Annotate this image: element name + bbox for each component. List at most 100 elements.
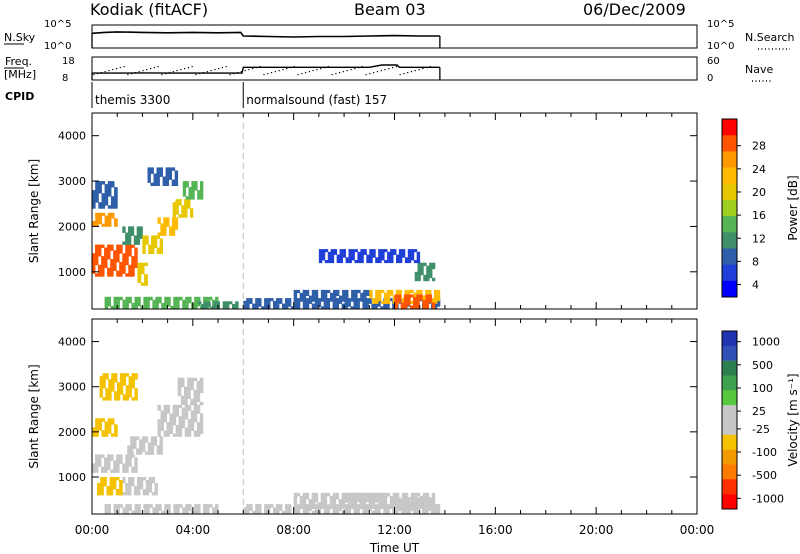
velocity-colorbar-label: Velocity [m s⁻¹]: [786, 373, 800, 466]
power-panel-cell: [153, 182, 157, 186]
power-panel-cell: [383, 306, 387, 309]
velocity-panel-cell: [155, 504, 159, 508]
power-panel-cell: [365, 306, 369, 309]
velocity-panel-cell: [164, 510, 168, 514]
velocity-panel-cell: [107, 457, 111, 461]
power-panel-cell: [293, 289, 298, 294]
velocity-panel-cell: [285, 504, 289, 508]
power-panel-cell: [143, 299, 147, 304]
power-panel-cell: [95, 250, 99, 254]
velocity-panel-cell: [299, 495, 304, 500]
velocity-panel-cell: [131, 376, 135, 380]
velocity-panel-cell: [359, 505, 364, 509]
velocity-panel-cell: [177, 389, 182, 394]
power-panel-cell: [119, 261, 123, 266]
power-panel-cell: [131, 270, 135, 274]
nave-point: [146, 69, 148, 71]
power-colorbar-segment: [722, 264, 737, 282]
velocity-panel-cell: [194, 507, 198, 512]
power-panel-cell: [134, 259, 138, 263]
velocity-panel-cell: [104, 457, 108, 461]
velocity-panel-cell: [185, 504, 189, 508]
power-panel-cell: [114, 187, 118, 191]
power-panel-cell: [264, 298, 268, 302]
power-panel-cell: [104, 264, 108, 269]
velocity-panel-cell: [122, 466, 126, 470]
velocity-panel-cell: [119, 373, 124, 377]
velocity-panel-cell: [154, 486, 158, 490]
power-panel-cell: [206, 305, 210, 309]
power-panel-cell: [191, 184, 195, 188]
velocity-panel-cell: [243, 507, 247, 512]
velocity-panel-cell: [119, 480, 123, 484]
velocity-panel-cell: [110, 421, 115, 425]
velocity-panel-cell: [119, 457, 123, 461]
velocity-panel-cell: [182, 510, 186, 514]
velocity-panel-cell: [243, 510, 247, 514]
velocity-colorbar-tick-label: 25: [752, 405, 766, 418]
noise-sky-line: [91, 31, 440, 38]
power-panel-cell: [148, 250, 152, 254]
power-panel-cell: [110, 215, 115, 219]
power-panel-cell: [369, 257, 373, 261]
power-panel-cell: [104, 302, 108, 307]
power-panel-cell: [416, 289, 420, 293]
power-panel-cell: [156, 250, 161, 254]
velocity-panel-cell: [116, 454, 120, 458]
power-panel-cell: [142, 244, 146, 248]
velocity-panel-cell: [139, 480, 144, 484]
power-panel-cell: [372, 251, 376, 255]
velocity-panel-cell: [105, 391, 109, 395]
power-panel-cell: [150, 182, 154, 186]
power-panel-cell: [386, 298, 391, 302]
velocity-panel-cell: [147, 451, 152, 455]
velocity-panel-cell: [190, 386, 194, 391]
power-panel-cell: [305, 298, 310, 302]
power-panel-cell: [407, 257, 412, 261]
velocity-panel-cell: [112, 486, 117, 490]
power-panel-cell: [417, 277, 421, 282]
power-panel-cell: [377, 300, 381, 304]
power-panel-cell: [92, 196, 96, 200]
velocity-panel-cell: [386, 507, 390, 512]
velocity-panel-cell: [166, 422, 170, 426]
power-panel-cell: [162, 176, 166, 180]
power-panel-cell: [122, 259, 126, 263]
power-panel-cell: [413, 305, 417, 309]
nave-point: [134, 72, 137, 74]
power-panel-cell: [357, 254, 361, 258]
power-panel-cell: [396, 257, 400, 261]
velocity-panel-cell: [136, 436, 140, 440]
velocity-panel-cell: [365, 504, 369, 508]
power-panel-cell: [342, 251, 346, 255]
velocity-panel-cell: [344, 510, 348, 514]
velocity-panel-cell: [100, 486, 104, 490]
velocity-panel-cell: [371, 502, 376, 506]
power-panel-cell: [416, 305, 420, 309]
velocity-panel-cell: [190, 377, 194, 382]
velocity-panel-cell: [177, 377, 182, 382]
nave-point: [365, 74, 367, 76]
power-panel-cell: [116, 259, 120, 263]
velocity-panel-cell: [196, 430, 201, 434]
velocity-panel-cell: [359, 502, 364, 506]
nave-point: [161, 74, 163, 76]
power-panel-cell: [360, 295, 364, 299]
power-panel-cell: [178, 199, 182, 203]
power-panel-cell: [436, 292, 441, 296]
velocity-panel-cell: [308, 505, 313, 509]
power-panel-cell: [255, 303, 259, 307]
velocity-panel-cell: [403, 502, 408, 506]
power-panel-cell: [398, 251, 403, 255]
power-panel-cell: [107, 273, 111, 277]
velocity-panel-cell: [116, 457, 120, 461]
velocity-panel-cell: [311, 495, 316, 500]
power-panel-cell: [387, 260, 391, 264]
power-panel-cell: [344, 300, 348, 304]
velocity-panel-cell: [178, 424, 183, 429]
velocity-panel-cell: [383, 504, 387, 508]
velocity-panel-cell: [105, 397, 109, 401]
velocity-panel-cell: [335, 510, 339, 514]
power-panel-cell: [386, 300, 391, 304]
power-panel-cell: [228, 301, 233, 305]
